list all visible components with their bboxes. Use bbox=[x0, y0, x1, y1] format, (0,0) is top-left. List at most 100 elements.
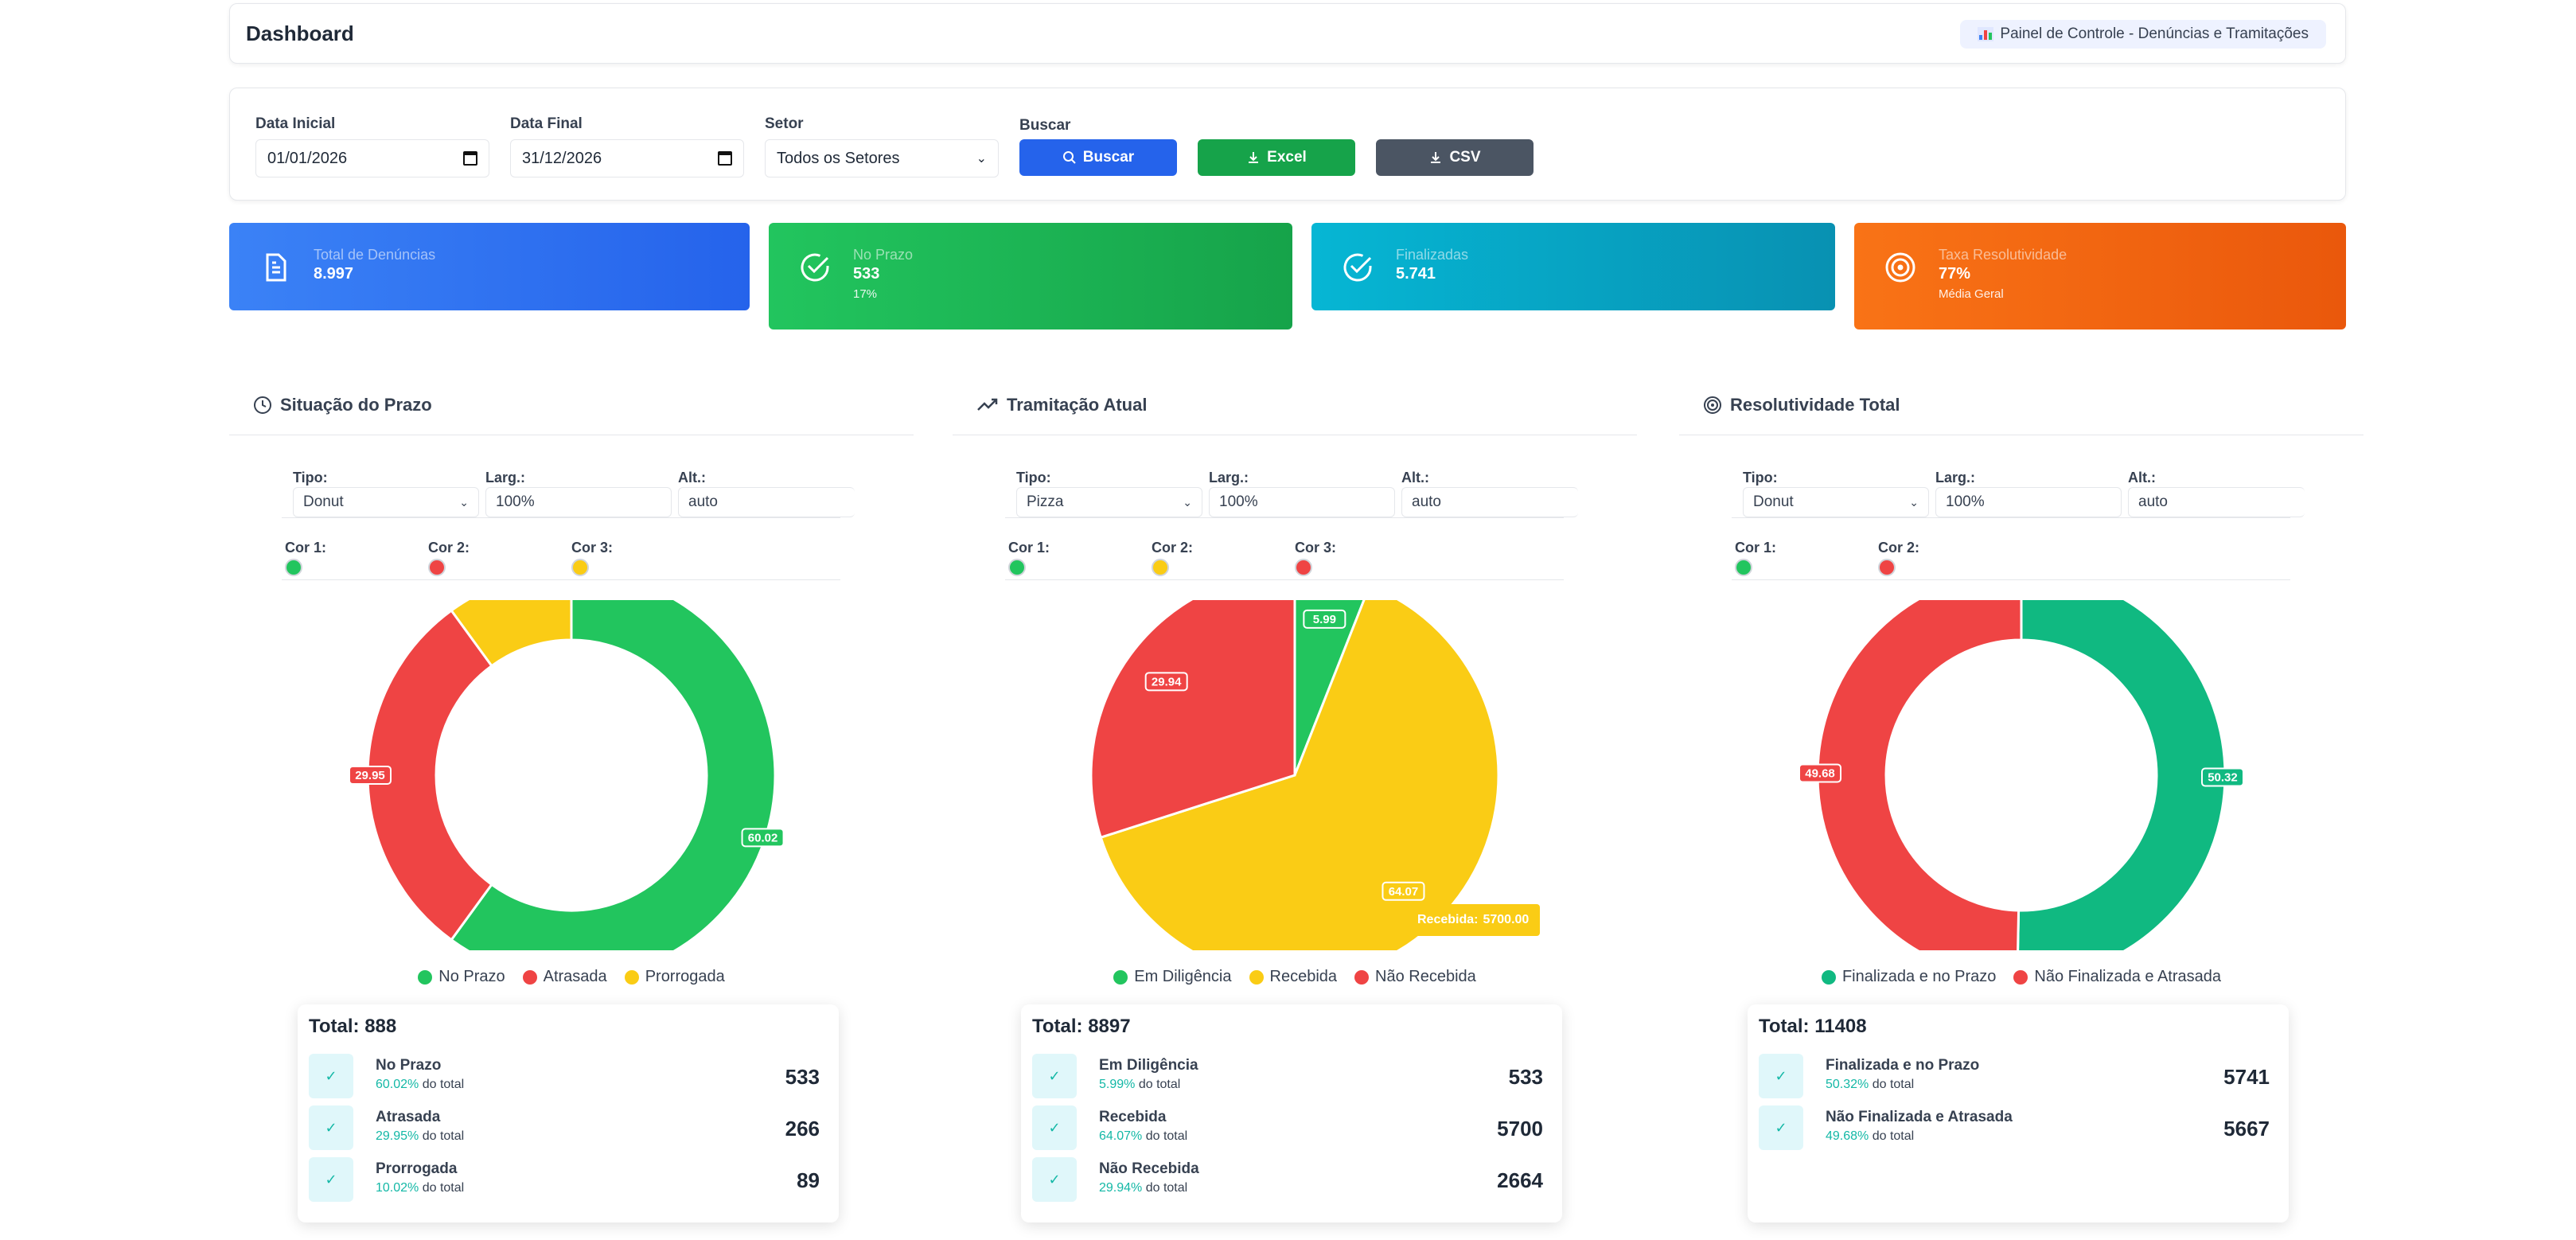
tipo-select[interactable]: Pizza ⌄ bbox=[1016, 487, 1202, 517]
summary-item-pct: 29.95% do total bbox=[376, 1129, 465, 1143]
legend-item[interactable]: Em Diligência bbox=[1113, 968, 1232, 986]
legend-item[interactable]: Não Finalizada e Atrasada bbox=[2013, 968, 2221, 986]
data-label-text: 49.68 bbox=[1805, 766, 1835, 780]
check-icon: ✓ bbox=[309, 1105, 353, 1150]
control-divider bbox=[1005, 517, 1564, 518]
card-value: 533 bbox=[853, 265, 880, 283]
pie-slice-finalizada-e-no-prazo[interactable] bbox=[2017, 600, 2227, 950]
csv-button[interactable]: CSV bbox=[1376, 139, 1534, 176]
alt-input[interactable]: auto bbox=[2128, 487, 2305, 517]
target-icon bbox=[1704, 396, 1721, 414]
setor-select[interactable]: Todos os Setores ⌄ bbox=[765, 139, 999, 177]
card-no-prazo: No Prazo 533 17% bbox=[769, 223, 1292, 329]
pie-slice-não-finalizada-e-atrasada[interactable] bbox=[1816, 600, 2023, 950]
color-swatch-2[interactable] bbox=[1878, 559, 1896, 576]
buscar-button[interactable]: Buscar bbox=[1019, 139, 1177, 176]
data-label-box bbox=[1799, 763, 1842, 783]
larg-input[interactable]: 100% bbox=[1935, 487, 2122, 517]
summary-total: Total: 8897 bbox=[1032, 1016, 1131, 1037]
color-swatch-1[interactable] bbox=[285, 559, 302, 576]
excel-button[interactable]: Excel bbox=[1198, 139, 1355, 176]
legend-label: Prorrogada bbox=[645, 968, 725, 985]
summary-item-value: 5667 bbox=[2223, 1117, 2270, 1141]
card-value: 5.741 bbox=[1396, 265, 1436, 283]
data-inicial-input[interactable]: 01/01/2026 bbox=[255, 139, 489, 177]
legend-dot bbox=[1249, 969, 1264, 985]
alt-input[interactable]: auto bbox=[1401, 487, 1578, 517]
data-label-box bbox=[1382, 881, 1425, 901]
legend-dot bbox=[624, 969, 639, 985]
data-final-label: Data Final bbox=[510, 115, 583, 132]
legend-label: No Prazo bbox=[438, 968, 505, 985]
legend-label: Finalizada e no Prazo bbox=[1841, 968, 1997, 985]
legend-item[interactable]: Prorrogada bbox=[624, 968, 725, 986]
pie-slice-prorrogada[interactable] bbox=[450, 600, 573, 668]
card-finalizadas: Finalizadas 5.741 bbox=[1311, 223, 1835, 310]
color-swatch-2[interactable] bbox=[1152, 559, 1169, 576]
data-final-value: 31/12/2026 bbox=[522, 149, 602, 167]
data-label-text: 50.32 bbox=[2208, 771, 2238, 785]
panel-title: Situação do Prazo bbox=[253, 395, 432, 415]
legend-item[interactable]: Não Recebida bbox=[1354, 968, 1476, 986]
pie-slice-não-recebida[interactable] bbox=[1089, 600, 1296, 840]
chart-panel-2: Tramitação Atual Tipo: Pizza ⌄ Larg.: 100… bbox=[953, 377, 1637, 1240]
header-badge: Painel de Controle - Denúncias e Tramita… bbox=[1960, 20, 2326, 49]
card-value: 77% bbox=[1939, 265, 1971, 283]
data-label-box bbox=[349, 765, 392, 785]
tipo-select[interactable]: Donut ⌄ bbox=[1743, 487, 1929, 517]
document-icon bbox=[266, 253, 286, 282]
legend-label: Em Diligência bbox=[1134, 968, 1232, 985]
color-swatch-1[interactable] bbox=[1735, 559, 1752, 576]
check-icon: ✓ bbox=[1032, 1105, 1077, 1150]
summary-row: ✓ Não Recebida 29.94% do total 2664 bbox=[1032, 1157, 1551, 1202]
color-swatch-1[interactable] bbox=[1008, 559, 1026, 576]
legend-dot bbox=[2013, 969, 2028, 985]
card-taxa-resolutividade: Taxa Resolutividade 77% Média Geral bbox=[1854, 223, 2346, 329]
control-divider bbox=[282, 517, 840, 518]
color-swatch-3[interactable] bbox=[1295, 559, 1312, 576]
cor-1-label: Cor 1: bbox=[1735, 540, 1777, 556]
calendar-icon[interactable] bbox=[718, 151, 732, 166]
tipo-label: Tipo: bbox=[1016, 470, 1051, 485]
chart-legend: Finalizada e no Prazo Não Finalizada e At… bbox=[1679, 968, 2364, 986]
card-label: Total de Denúncias bbox=[314, 247, 436, 263]
pie-slice-atrasada[interactable] bbox=[366, 608, 493, 942]
tipo-select[interactable]: Donut ⌄ bbox=[293, 487, 479, 517]
summary-row: ✓ No Prazo 60.02% do total 533 bbox=[309, 1054, 828, 1098]
clock-icon bbox=[254, 396, 271, 414]
data-label: 29.95 bbox=[349, 765, 392, 785]
cor-2-label: Cor 2: bbox=[1152, 540, 1194, 556]
chart-legend: Em Diligência Recebida Não Recebida bbox=[953, 968, 1637, 986]
data-final-input[interactable]: 31/12/2026 bbox=[510, 139, 744, 177]
control-divider bbox=[282, 579, 840, 580]
legend-label: Atrasada bbox=[543, 968, 607, 985]
data-label-box bbox=[2200, 767, 2244, 787]
control-divider bbox=[1732, 517, 2290, 518]
summary-item-value: 533 bbox=[785, 1065, 820, 1089]
legend-item[interactable]: Finalizada e no Prazo bbox=[1821, 968, 1997, 986]
legend-item[interactable]: No Prazo bbox=[418, 968, 505, 986]
chart-svg[interactable]: 50.32 49.68 bbox=[1679, 600, 2364, 950]
calendar-icon[interactable] bbox=[463, 151, 477, 166]
control-divider bbox=[1005, 579, 1564, 580]
data-label-box bbox=[1144, 672, 1188, 692]
legend-item[interactable]: Recebida bbox=[1249, 968, 1338, 986]
summary-row: ✓ Recebida 64.07% do total 5700 bbox=[1032, 1105, 1551, 1150]
pie-slice-no-prazo[interactable] bbox=[450, 600, 777, 950]
chart-svg[interactable]: 5.99 64.07 29.94 bbox=[953, 600, 1637, 950]
color-swatch-2[interactable] bbox=[428, 559, 446, 576]
summary-card: Total: 11408 ✓ Finalizada e no Prazo 50.… bbox=[1748, 1004, 2289, 1222]
larg-input[interactable]: 100% bbox=[1209, 487, 1395, 517]
control-divider bbox=[1732, 579, 2290, 580]
data-label: 5.99 bbox=[1303, 609, 1346, 629]
summary-item-pct: 50.32% do total bbox=[1826, 1078, 1915, 1091]
larg-input[interactable]: 100% bbox=[485, 487, 672, 517]
cor-2-label: Cor 2: bbox=[428, 540, 470, 556]
legend-dot bbox=[1113, 969, 1128, 985]
color-swatch-3[interactable] bbox=[571, 559, 589, 576]
legend-item[interactable]: Atrasada bbox=[522, 968, 607, 986]
legend-label: Recebida bbox=[1269, 968, 1338, 985]
summary-item-name: Não Finalizada e Atrasada bbox=[1826, 1109, 2013, 1125]
alt-input[interactable]: auto bbox=[678, 487, 855, 517]
